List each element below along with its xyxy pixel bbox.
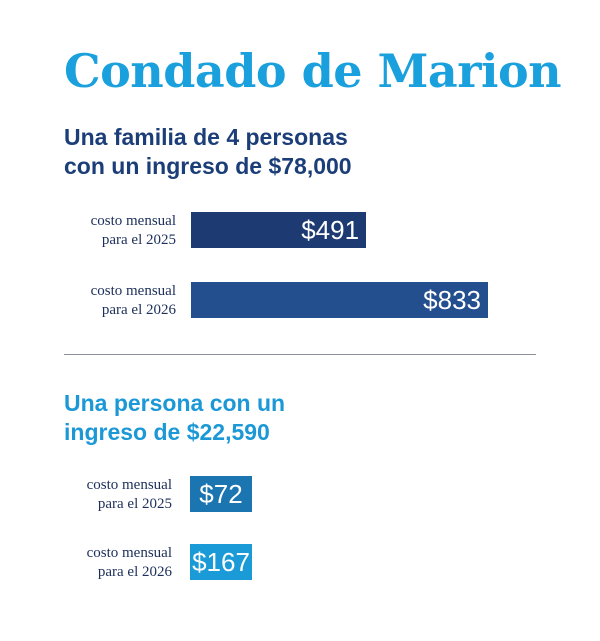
family-subtitle-line-1: Una familia de 4 personas [64,124,348,150]
page-title: Condado de Marion [64,44,562,98]
person-2025-label-line-1: costo mensual [86,477,172,493]
person-2026-value-label: $167 [192,546,250,577]
family-section-subtitle: Una familia de 4 personas con un ingreso… [64,123,352,181]
person-subtitle-line-1: Una persona con un [64,390,286,416]
family-2025-label-line-2: para el 2025 [101,232,176,248]
family-2026-label-line-1: costo mensual [90,283,176,299]
person-2026-label-line-1: costo mensual [86,545,172,561]
person-2026-label-line-2: para el 2026 [97,564,172,580]
person-section-subtitle: Una persona con un ingreso de $22,590 [64,389,285,447]
family-2025-value-label: $491 [301,214,360,245]
person-2026-bar: $167 [190,544,252,580]
family-2026-label: costo mensual para el 2026 [91,282,176,320]
person-2025-value-label: $72 [199,478,243,509]
family-2026-value-label: $833 [423,284,481,315]
person-2025-bar: $72 [190,476,252,512]
family-2026-bar: $833 [191,282,488,318]
family-2025-bar: $491 [191,212,367,248]
person-subtitle-line-2: ingreso de $22,590 [64,419,270,445]
section-divider [64,354,536,355]
family-2025-label: costo mensual para el 2025 [91,212,176,250]
person-2026-label: costo mensual para el 2026 [87,544,172,582]
person-2025-label-line-2: para el 2025 [97,496,172,512]
family-2025-label-line-1: costo mensual [90,213,176,229]
family-2026-label-line-2: para el 2026 [101,302,176,318]
person-2025-label: costo mensual para el 2025 [87,476,172,514]
family-subtitle-line-2: con un ingreso de $78,000 [64,153,352,179]
